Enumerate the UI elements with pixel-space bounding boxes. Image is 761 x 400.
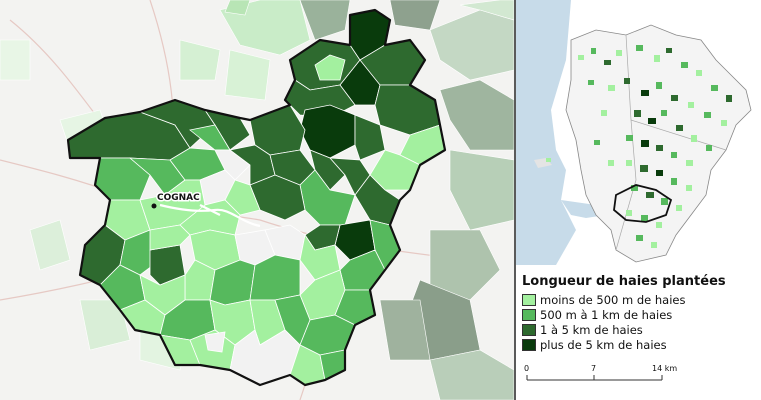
scale-tick-label: 14 km bbox=[652, 364, 677, 373]
legend-item: moins de 500 m de haies bbox=[522, 292, 686, 307]
legend-swatch bbox=[522, 293, 536, 306]
panel-divider bbox=[514, 0, 516, 400]
main-roads bbox=[159, 203, 261, 228]
legend-label: 1 à 5 km de haies bbox=[540, 322, 643, 337]
inset-communes bbox=[546, 45, 732, 248]
legend-title: Longueur de haies plantées bbox=[522, 274, 726, 289]
legend-item: 1 à 5 km de haies bbox=[522, 322, 643, 337]
city-marker bbox=[151, 203, 157, 209]
study-area-outline bbox=[66, 8, 447, 387]
legend-item: plus de 5 km de haies bbox=[522, 337, 667, 352]
inset-region bbox=[565, 24, 752, 263]
inset-sea bbox=[516, 0, 576, 265]
scale-bar: 0 7 14 km bbox=[524, 364, 677, 381]
inset-study-area bbox=[613, 184, 673, 223]
scale-tick-label: 7 bbox=[591, 364, 596, 373]
legend-item: 500 m à 1 km de haies bbox=[522, 307, 672, 322]
main-map: COGNAC bbox=[0, 0, 514, 400]
legend-label: plus de 5 km de haies bbox=[540, 337, 667, 352]
legend: Longueur de haies plantées moins de 500 … bbox=[516, 270, 761, 400]
legend-swatch bbox=[522, 338, 536, 351]
inset-map bbox=[516, 0, 761, 265]
scale-tick-label: 0 bbox=[524, 364, 529, 373]
legend-swatch bbox=[522, 308, 536, 321]
city-label: COGNAC bbox=[157, 193, 200, 203]
legend-label: moins de 500 m de haies bbox=[540, 292, 686, 307]
legend-label: 500 m à 1 km de haies bbox=[540, 307, 673, 322]
legend-swatch bbox=[522, 323, 536, 336]
neighbor-communes bbox=[0, 0, 514, 400]
inset-estuary bbox=[561, 200, 606, 218]
